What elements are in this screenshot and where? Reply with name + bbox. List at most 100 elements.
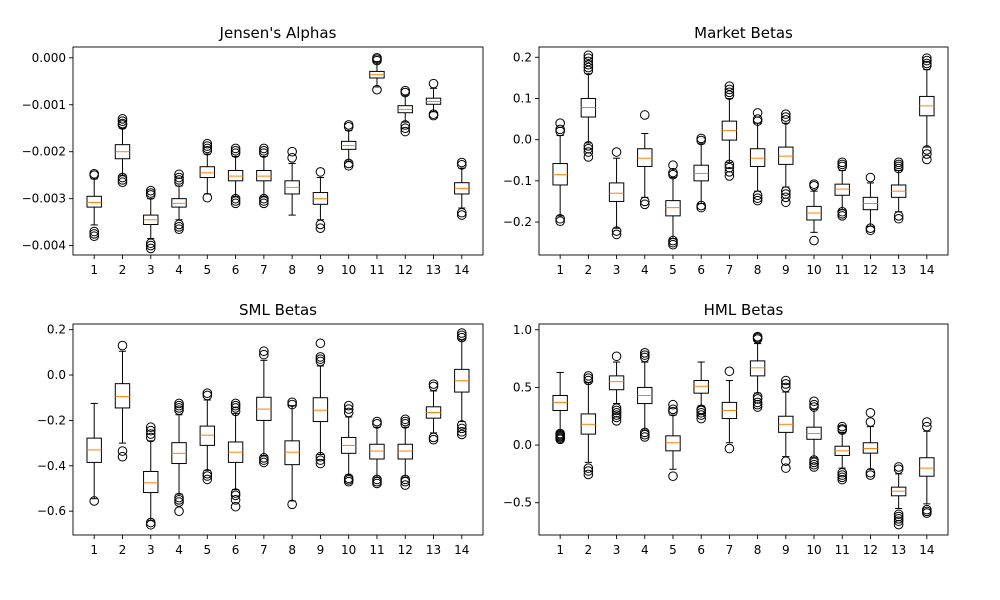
- axes-frame: [72, 323, 484, 536]
- outlier-point: [668, 471, 678, 481]
- outlier-point: [174, 403, 184, 413]
- outlier-point: [343, 160, 354, 171]
- y-tick-label: 0.000: [32, 51, 66, 65]
- x-tick-label: 10: [341, 263, 356, 277]
- box-5: [665, 160, 681, 250]
- box-2: [114, 340, 131, 462]
- outlier-point: [809, 402, 819, 412]
- outlier-point: [456, 210, 467, 220]
- outlier-point: [639, 429, 650, 440]
- outlier-point: [174, 222, 184, 232]
- box-7: [721, 366, 738, 454]
- box-5: [199, 388, 216, 485]
- box-2: [580, 50, 597, 162]
- outlier-point: [428, 434, 439, 445]
- outlier-point: [639, 110, 650, 120]
- outlier-point: [202, 468, 213, 479]
- outlier-point: [752, 195, 763, 206]
- box-11: [369, 52, 385, 95]
- outlier-point: [922, 417, 932, 427]
- outlier-point: [400, 120, 411, 130]
- box-13: [890, 157, 907, 224]
- outlier-point: [89, 231, 100, 242]
- box-14: [454, 157, 470, 220]
- box-1: [86, 402, 102, 506]
- outlier-point: [287, 153, 297, 163]
- outlier-point: [696, 404, 706, 415]
- outlier-point: [639, 199, 650, 210]
- outlier-point: [724, 87, 735, 98]
- subplot-title: Market Betas: [694, 24, 793, 42]
- y-tick-label: 0.0: [513, 133, 532, 147]
- x-tick-label: 9: [317, 263, 325, 277]
- box-14: [919, 417, 935, 518]
- box-12: [397, 85, 413, 137]
- outlier-point: [145, 519, 156, 530]
- outlier-point: [174, 506, 184, 516]
- outlier-point: [583, 53, 594, 63]
- box-10: [806, 396, 822, 472]
- outlier-point: [668, 399, 678, 410]
- box-4: [171, 169, 187, 234]
- box-8: [284, 146, 300, 216]
- outlier-point: [809, 457, 819, 468]
- outlier-point: [372, 55, 382, 66]
- outlier-point: [893, 511, 904, 522]
- y-tick-label: −0.2: [503, 215, 532, 229]
- outlier-point: [89, 229, 100, 239]
- box-iqr: [608, 375, 625, 391]
- x-tick-label: 1: [90, 263, 98, 277]
- outlier-point: [174, 398, 184, 409]
- box-3: [608, 147, 625, 240]
- subplot-title: HML Betas: [704, 301, 784, 319]
- subplot-title: SML Betas: [239, 301, 317, 319]
- subplot-hml-betas: HML Betas 1 2 3 4 5 6 7 8 9 10 11 12 13 14−0.50.00.51…: [503, 301, 949, 557]
- outlier-point: [400, 416, 411, 427]
- outlier-point: [287, 399, 297, 410]
- outlier-point: [315, 451, 326, 462]
- outlier-point: [893, 462, 904, 472]
- box-iqr: [143, 470, 159, 494]
- box-iqr: [834, 183, 850, 196]
- x-tick-label: 8: [288, 543, 296, 557]
- subplot-market-betas: Market Betas 1 2 3 4 5 6 7 8 9 10 11 12 13 14−0.2−0.1…: [503, 24, 949, 277]
- outlier-point: [343, 404, 354, 414]
- outlier-point: [230, 398, 241, 409]
- outlier-point: [230, 406, 241, 417]
- outlier-point: [583, 463, 594, 473]
- box-3: [143, 185, 159, 254]
- outlier-point: [611, 403, 622, 413]
- outlier-point: [202, 192, 213, 203]
- outlier-point: [259, 455, 269, 465]
- outlier-point: [893, 519, 904, 530]
- box-8: [284, 397, 300, 510]
- outlier-point: [555, 213, 565, 224]
- outlier-point: [315, 458, 326, 469]
- outlier-point: [174, 175, 184, 185]
- outlier-point: [400, 126, 411, 137]
- outlier-point: [752, 193, 763, 203]
- outlier-point: [230, 193, 241, 204]
- outlier-point: [145, 243, 156, 254]
- outlier-point: [781, 197, 791, 208]
- y-tick-label: 0.1: [513, 91, 532, 105]
- outlier-point: [724, 167, 735, 177]
- x-tick-label: 3: [613, 263, 621, 277]
- outlier-point: [611, 226, 622, 236]
- outlier-point: [174, 224, 184, 234]
- outlier-point: [428, 379, 439, 389]
- outlier-point: [456, 429, 467, 440]
- box-iqr: [665, 200, 681, 217]
- outlier-point: [611, 351, 622, 362]
- outlier-point: [781, 109, 791, 119]
- outlier-point: [230, 148, 241, 158]
- x-tick-label: 13: [891, 263, 906, 277]
- outlier-point: [696, 410, 706, 420]
- outlier-point: [893, 213, 904, 224]
- x-tick-label: 2: [585, 543, 593, 557]
- outlier-point: [89, 170, 100, 180]
- outlier-point: [315, 338, 326, 349]
- x-tick-label: 7: [726, 263, 734, 277]
- outlier-point: [583, 371, 594, 381]
- outlier-point: [922, 53, 932, 63]
